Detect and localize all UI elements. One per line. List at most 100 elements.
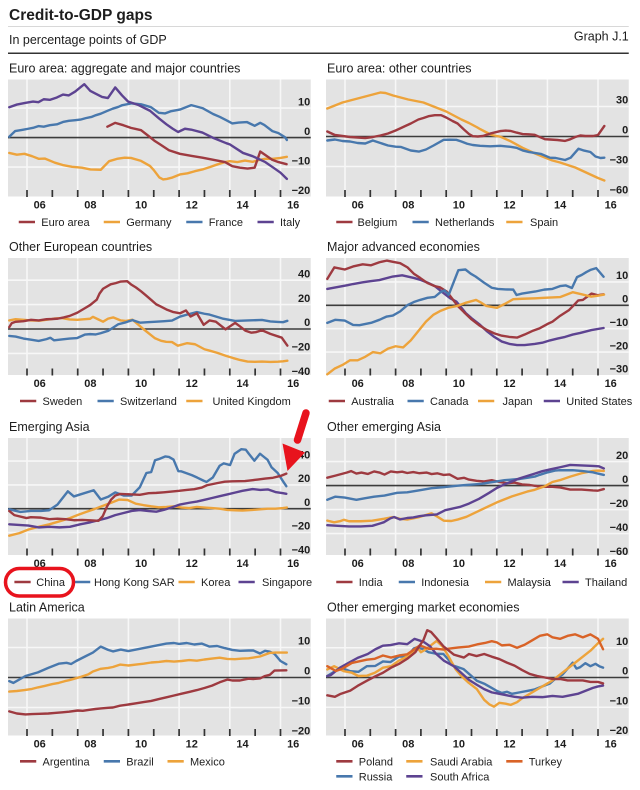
svg-text:Euro area: other countries: Euro area: other countries	[327, 62, 472, 76]
svg-text:06: 06	[34, 739, 46, 751]
svg-text:Other emerging Asia: Other emerging Asia	[327, 420, 441, 434]
svg-text:08: 08	[84, 200, 96, 212]
svg-text:20: 20	[298, 293, 310, 305]
svg-text:14: 14	[554, 558, 567, 570]
svg-text:Russia: Russia	[359, 772, 394, 784]
svg-text:06: 06	[352, 378, 364, 390]
svg-text:−20: −20	[292, 185, 311, 197]
svg-text:In percentage points of GDP: In percentage points of GDP	[9, 33, 167, 47]
svg-text:−10: −10	[292, 696, 311, 708]
svg-text:12: 12	[186, 200, 198, 212]
svg-text:10: 10	[135, 558, 147, 570]
svg-text:10: 10	[135, 200, 147, 212]
svg-text:10: 10	[298, 96, 310, 108]
svg-text:16: 16	[287, 739, 299, 751]
svg-text:10: 10	[135, 378, 147, 390]
svg-text:06: 06	[34, 200, 46, 212]
svg-text:0: 0	[622, 666, 628, 678]
svg-text:16: 16	[605, 558, 617, 570]
svg-text:Thailand: Thailand	[585, 577, 627, 589]
svg-text:Major advanced economies: Major advanced economies	[327, 240, 480, 254]
svg-text:0: 0	[304, 317, 310, 329]
svg-text:India: India	[359, 577, 384, 589]
svg-text:Argentina: Argentina	[43, 757, 91, 769]
svg-text:Singapore: Singapore	[262, 577, 312, 589]
svg-text:16: 16	[287, 558, 299, 570]
svg-text:−20: −20	[610, 340, 629, 352]
svg-text:Netherlands: Netherlands	[435, 217, 495, 229]
svg-text:14: 14	[236, 558, 249, 570]
svg-text:United Kingdom: United Kingdom	[213, 396, 291, 408]
svg-text:−30: −30	[610, 155, 629, 167]
svg-text:−10: −10	[292, 155, 311, 167]
svg-text:Euro area: Euro area	[41, 217, 90, 229]
svg-text:China: China	[36, 577, 66, 589]
svg-text:08: 08	[402, 558, 414, 570]
svg-text:16: 16	[605, 739, 617, 751]
svg-text:Credit-to-GDP gaps: Credit-to-GDP gaps	[9, 7, 153, 24]
svg-text:20: 20	[616, 450, 628, 462]
svg-text:Graph J.1: Graph J.1	[574, 30, 629, 44]
svg-text:−60: −60	[610, 185, 629, 197]
svg-text:Switzerland: Switzerland	[120, 396, 177, 408]
svg-text:12: 12	[186, 378, 198, 390]
svg-text:0: 0	[622, 474, 628, 486]
svg-text:Emerging Asia: Emerging Asia	[9, 420, 90, 434]
svg-text:08: 08	[402, 739, 414, 751]
svg-text:06: 06	[34, 378, 46, 390]
svg-text:Australia: Australia	[351, 396, 395, 408]
svg-text:Indonesia: Indonesia	[421, 577, 470, 589]
svg-text:Mexico: Mexico	[190, 757, 225, 769]
svg-text:16: 16	[287, 200, 299, 212]
svg-text:08: 08	[402, 200, 414, 212]
svg-text:30: 30	[616, 95, 628, 107]
svg-text:Hong Kong SAR: Hong Kong SAR	[94, 577, 175, 589]
svg-text:10: 10	[616, 270, 628, 282]
svg-text:0: 0	[304, 126, 310, 138]
svg-text:0: 0	[622, 125, 628, 137]
svg-text:16: 16	[287, 378, 299, 390]
svg-text:−40: −40	[292, 545, 311, 557]
svg-text:06: 06	[352, 739, 364, 751]
svg-text:−10: −10	[610, 695, 629, 707]
svg-text:−40: −40	[292, 366, 311, 378]
svg-text:10: 10	[298, 636, 310, 648]
svg-text:−10: −10	[610, 317, 629, 329]
svg-text:12: 12	[503, 200, 515, 212]
svg-text:08: 08	[84, 378, 96, 390]
svg-text:12: 12	[503, 739, 515, 751]
svg-text:−30: −30	[610, 364, 629, 376]
svg-text:Spain: Spain	[530, 217, 558, 229]
svg-text:Sweden: Sweden	[43, 396, 83, 408]
svg-text:United States: United States	[566, 396, 633, 408]
svg-text:−60: −60	[610, 546, 629, 558]
svg-text:Germany: Germany	[126, 217, 172, 229]
svg-text:10: 10	[135, 739, 147, 751]
svg-text:Brazil: Brazil	[126, 757, 154, 769]
svg-text:Japan: Japan	[503, 396, 533, 408]
svg-text:0: 0	[622, 294, 628, 306]
svg-text:−20: −20	[610, 725, 629, 737]
svg-text:Turkey: Turkey	[529, 757, 563, 769]
svg-text:08: 08	[84, 739, 96, 751]
svg-text:South Africa: South Africa	[430, 772, 490, 784]
svg-text:Other emerging market economie: Other emerging market economies	[327, 601, 519, 615]
svg-text:−20: −20	[610, 498, 629, 510]
svg-text:10: 10	[453, 739, 465, 751]
svg-text:0: 0	[304, 666, 310, 678]
svg-text:Latin America: Latin America	[9, 601, 85, 615]
svg-text:40: 40	[298, 268, 310, 280]
svg-text:14: 14	[236, 378, 249, 390]
svg-text:Malaysia: Malaysia	[508, 577, 552, 589]
svg-text:14: 14	[554, 739, 567, 751]
svg-text:14: 14	[554, 378, 567, 390]
svg-text:Euro area: aggregate and major: Euro area: aggregate and major countries	[9, 62, 240, 76]
svg-text:12: 12	[186, 558, 198, 570]
svg-text:08: 08	[84, 558, 96, 570]
svg-text:France: France	[209, 217, 243, 229]
svg-text:Italy: Italy	[280, 217, 301, 229]
svg-text:14: 14	[236, 739, 249, 751]
svg-text:Poland: Poland	[359, 757, 393, 769]
svg-text:12: 12	[503, 378, 515, 390]
svg-text:−20: −20	[292, 342, 311, 354]
